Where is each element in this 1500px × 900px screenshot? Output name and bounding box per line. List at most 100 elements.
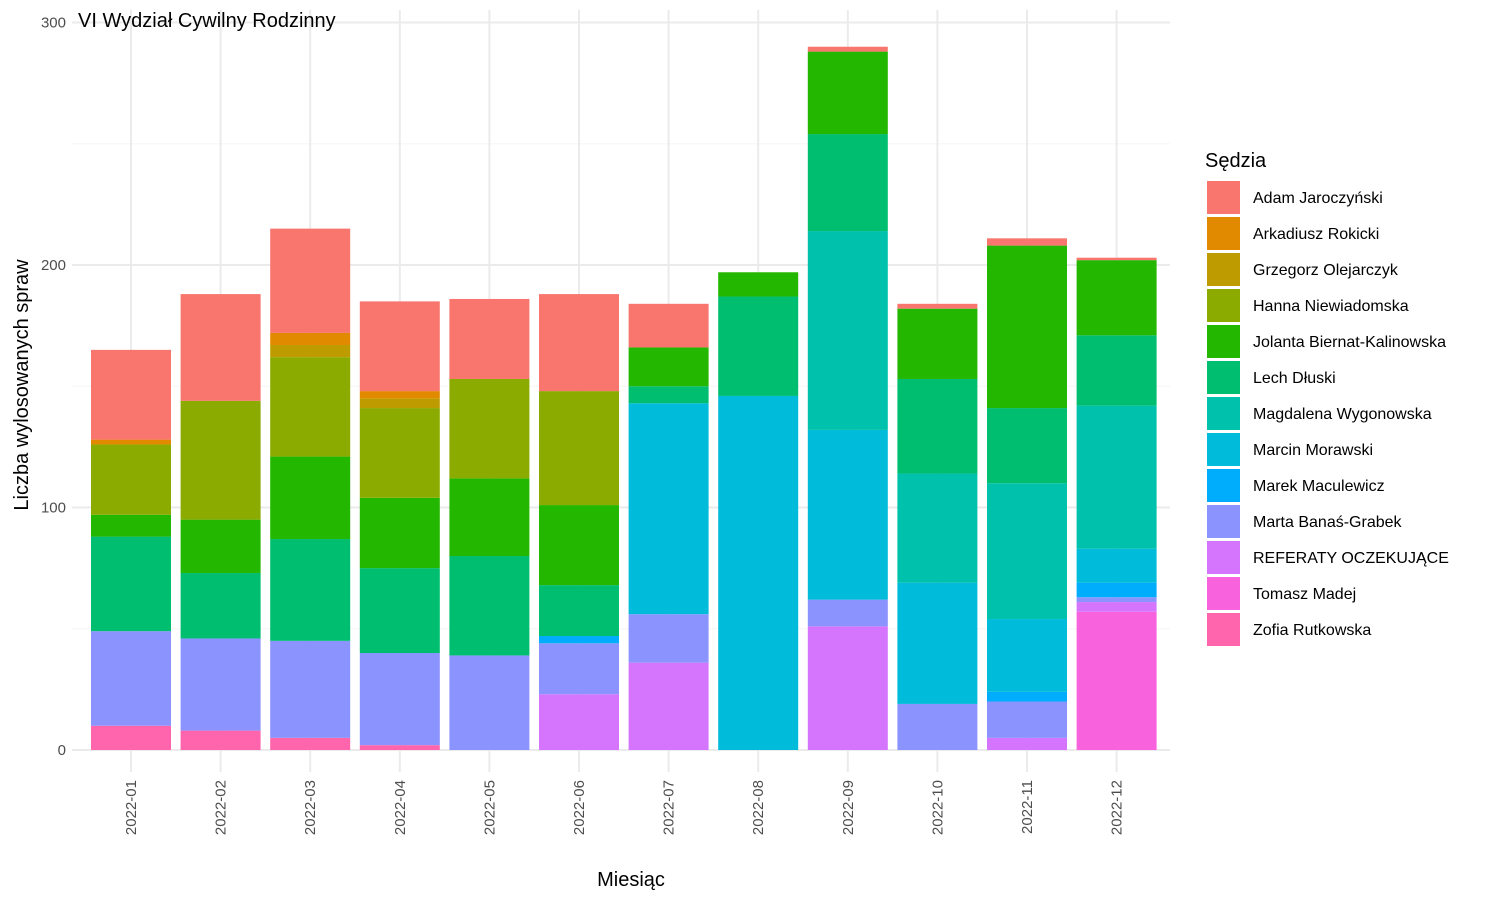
bar-segment: [180, 730, 261, 750]
bar-segment: [270, 737, 351, 750]
bar-segment: [1076, 257, 1157, 261]
bar-segment: [987, 737, 1067, 750]
bar-segment: [359, 653, 440, 746]
bar-segment: [359, 497, 440, 569]
legend-swatch: [1207, 253, 1240, 286]
legend-swatch: [1207, 181, 1240, 214]
bar-segment: [628, 662, 709, 750]
bar-segment: [449, 655, 530, 750]
x-tick-label: 2022-08: [750, 780, 767, 835]
legend-label: Hanna Niewiadomska: [1253, 298, 1409, 315]
bar-segment: [270, 357, 351, 457]
legend: Sędzia Adam Jaroczyński Arkadiusz Rokicki…: [1205, 150, 1449, 646]
bar-segment: [897, 378, 978, 474]
bar-segment: [270, 456, 351, 540]
bar-segment: [718, 296, 799, 396]
legend-label: Grzegorz Olejarczyk: [1253, 262, 1399, 279]
legend-swatch: [1207, 217, 1240, 250]
y-tick-label: 100: [41, 500, 66, 517]
bar-segment: [359, 745, 440, 750]
bar-segment: [807, 134, 888, 232]
bar-segment: [1076, 582, 1157, 598]
legend-swatch: [1207, 541, 1240, 574]
legend-swatch: [1207, 505, 1240, 538]
bar-segment: [628, 303, 709, 348]
y-tick-label: 200: [41, 257, 66, 274]
x-tick-label: 2022-06: [571, 780, 588, 835]
bar-segment: [539, 294, 619, 392]
bar-segment: [539, 643, 619, 695]
y-tick-label: 300: [41, 15, 66, 32]
bar-segment: [91, 444, 171, 515]
bar-segment: [270, 228, 351, 333]
legend-label: Marta Banaś-Grabek: [1253, 514, 1403, 531]
bar-segment: [628, 403, 709, 615]
bar-segment: [628, 614, 709, 663]
x-tick-label: 2022-04: [392, 780, 409, 835]
bar-segment: [91, 725, 171, 750]
legend-swatch: [1207, 325, 1240, 358]
legend-label: Tomasz Madej: [1253, 586, 1356, 603]
bar-segment: [807, 46, 888, 52]
bar-segment: [91, 514, 171, 537]
bar-segment: [539, 391, 619, 506]
bar-segment: [91, 536, 171, 632]
legend-swatch: [1207, 289, 1240, 322]
bar-segment: [449, 478, 530, 556]
bar-segment: [897, 308, 978, 379]
legend-label: Jolanta Biernat-Kalinowska: [1253, 334, 1446, 351]
bar-segment: [180, 638, 261, 731]
bar-segment: [1076, 335, 1157, 406]
bar-segment: [987, 701, 1067, 738]
bar-segment: [180, 572, 261, 639]
bar-segment: [987, 238, 1067, 246]
bar-segment: [628, 347, 709, 387]
x-axis-title: Miesiąc: [597, 869, 665, 891]
bar-segment: [449, 556, 530, 656]
bar-segment: [91, 349, 171, 440]
legend-title: Sędzia: [1205, 150, 1267, 172]
bar-segment: [807, 51, 888, 135]
bar-segment: [91, 631, 171, 726]
bar-segment: [359, 391, 440, 399]
bar-segment: [718, 395, 799, 750]
x-axis-ticks: 2022-01 2022-02 2022-03 2022-04 2022-05 2022-…: [123, 780, 1126, 835]
y-axis-ticks: 0 100 200 300: [41, 15, 66, 760]
legend-swatch: [1207, 613, 1240, 646]
bar-segment: [987, 483, 1067, 620]
legend-label: Lech Dłuski: [1253, 370, 1336, 387]
bar-segment: [359, 568, 440, 653]
bar-segment: [270, 332, 351, 346]
x-tick-label: 2022-10: [929, 780, 946, 835]
bar-segment: [539, 636, 619, 644]
x-tick-label: 2022-11: [1019, 780, 1036, 834]
x-tick-label: 2022-07: [661, 780, 678, 835]
bar-segment: [359, 408, 440, 498]
legend-label: Arkadiusz Rokicki: [1253, 226, 1379, 243]
legend-swatch: [1207, 361, 1240, 394]
bar-segment: [270, 345, 351, 358]
bar-segment: [359, 398, 440, 409]
bar-segment: [987, 408, 1067, 484]
x-tick-label: 2022-03: [302, 780, 319, 835]
x-tick-label: 2022-02: [213, 780, 230, 835]
bar-segment: [91, 439, 171, 445]
bar-segment: [449, 298, 530, 379]
bar-segment: [539, 585, 619, 637]
bar-segment: [1076, 260, 1157, 336]
legend-label: REFERATY OCZEKUJĄCE: [1253, 550, 1449, 567]
bar-segment: [270, 640, 351, 738]
bar-segment: [987, 245, 1067, 409]
y-axis-title: Liczba wylosowanych spraw: [11, 259, 33, 511]
legend-swatch: [1207, 397, 1240, 430]
bar-segment: [180, 519, 261, 573]
bar-segment: [359, 301, 440, 392]
bar-segment: [807, 231, 888, 430]
legend-label: Adam Jaroczyński: [1253, 190, 1383, 207]
legend-items: Adam Jaroczyński Arkadiusz Rokicki Grzegor…: [1207, 181, 1449, 646]
legend-label: Magdalena Wygonowska: [1253, 406, 1432, 423]
bar-segment: [897, 703, 978, 750]
legend-swatch: [1207, 433, 1240, 466]
legend-swatch: [1207, 469, 1240, 502]
